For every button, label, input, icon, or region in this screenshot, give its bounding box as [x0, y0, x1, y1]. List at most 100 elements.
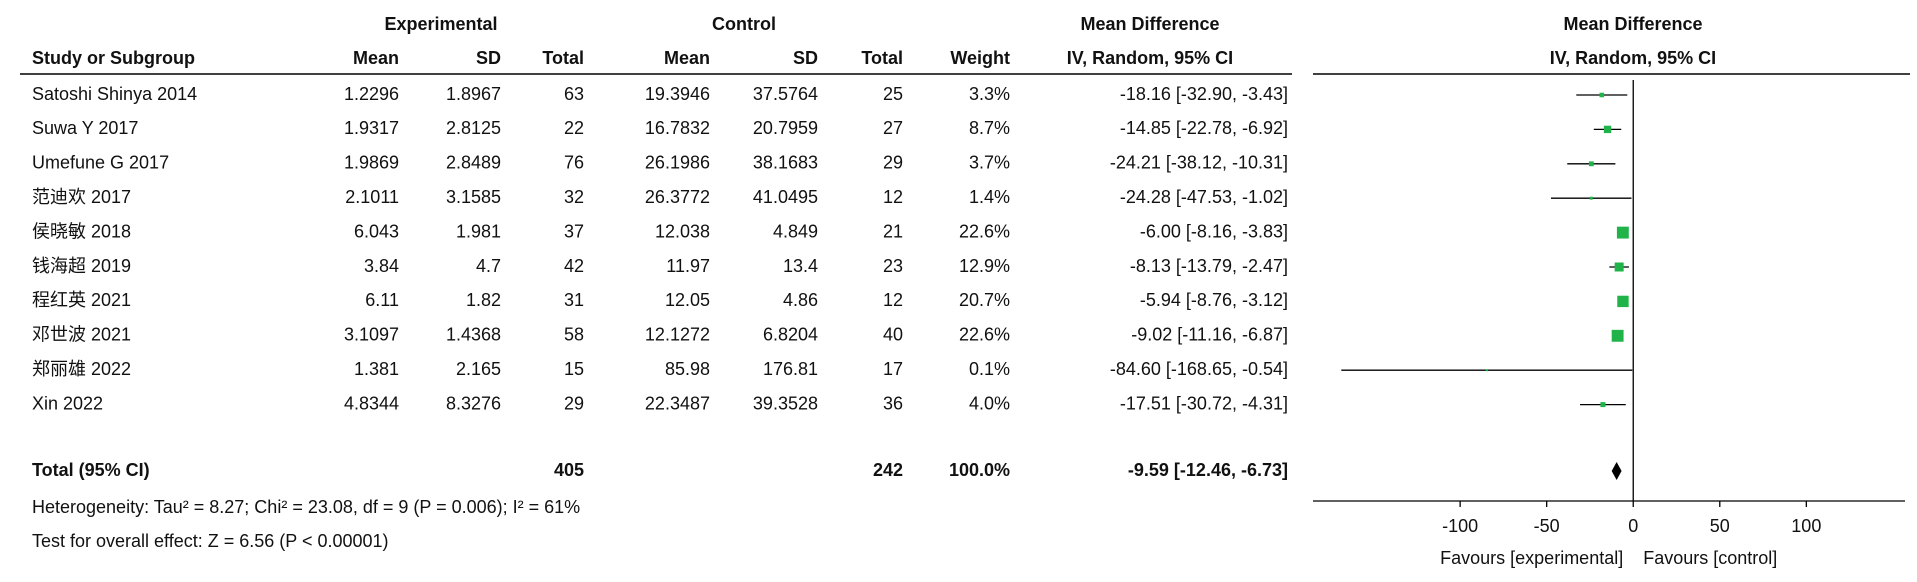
cell-exp-sd: 1.82: [466, 290, 501, 310]
cell-ctl-mean: 85.98: [665, 359, 710, 379]
group-header: Mean Difference: [1080, 14, 1219, 34]
cell-ctl-sd: 176.81: [763, 359, 818, 379]
cell-exp-mean: 3.1097: [344, 325, 399, 345]
cell-exp-sd: 4.7: [476, 256, 501, 276]
effect-square: [1614, 262, 1624, 272]
cell-ci-label: -6.00 [-8.16, -3.83]: [1140, 221, 1288, 241]
cell-ci-label: -5.94 [-8.76, -3.12]: [1140, 290, 1288, 310]
x-tick-label: 100: [1791, 516, 1821, 536]
cell-ctl-mean: 12.038: [655, 221, 710, 241]
cell-ctl-total: 12: [883, 290, 903, 310]
cell-ctl-mean: 19.3946: [645, 84, 710, 104]
cell-ci-label: -18.16 [-32.90, -3.43]: [1120, 84, 1288, 104]
cell-weight-label: 22.6%: [959, 221, 1010, 241]
cell-exp-mean: 1.9317: [344, 118, 399, 138]
cell-exp-total: 15: [564, 359, 584, 379]
cell-ctl-mean: 12.1272: [645, 325, 710, 345]
column-header: Mean: [664, 48, 710, 68]
cell-ctl-sd: 4.86: [783, 290, 818, 310]
column-header: Total: [861, 48, 903, 68]
cell-ctl-mean: 26.1986: [645, 153, 710, 173]
group-header: Experimental: [384, 14, 497, 34]
cell-weight-label: 22.6%: [959, 325, 1010, 345]
total-name: Total (95% CI): [32, 460, 150, 480]
cell-ctl-total: 29: [883, 153, 903, 173]
cell-ctl-total: 27: [883, 118, 903, 138]
column-header: SD: [476, 48, 501, 68]
cell-name: 范迪欢 2017: [32, 187, 131, 207]
column-header: IV, Random, 95% CI: [1550, 48, 1716, 68]
cell-exp-sd: 1.8967: [446, 84, 501, 104]
cell-weight-label: 8.7%: [969, 118, 1010, 138]
total-weight-label: 100.0%: [949, 460, 1010, 480]
column-header: Total: [542, 48, 584, 68]
effect-square: [1589, 196, 1593, 200]
cell-exp-mean: 6.11: [365, 290, 399, 310]
total-ci-label: -9.59 [-12.46, -6.73]: [1128, 460, 1288, 480]
cell-weight-label: 12.9%: [959, 256, 1010, 276]
cell-ctl-sd: 41.0495: [753, 187, 818, 207]
cell-exp-mean: 2.1011: [345, 187, 399, 207]
cell-ctl-total: 40: [883, 325, 903, 345]
cell-ctl-total: 23: [883, 256, 903, 276]
total-ctl-total: 242: [873, 460, 903, 480]
effect-square: [1599, 92, 1605, 98]
cell-ctl-mean: 26.3772: [645, 187, 710, 207]
effect-square: [1616, 226, 1629, 239]
cell-ci-label: -84.60 [-168.65, -0.54]: [1110, 359, 1288, 379]
cell-exp-total: 31: [564, 290, 584, 310]
column-header: IV, Random, 95% CI: [1067, 48, 1233, 68]
cell-ci-label: -24.28 [-47.53, -1.02]: [1120, 187, 1288, 207]
cell-ci-label: -9.02 [-11.16, -6.87]: [1131, 325, 1288, 345]
x-tick-label: 50: [1710, 516, 1730, 536]
cell-exp-total: 22: [564, 118, 584, 138]
cell-exp-total: 37: [564, 221, 584, 241]
cell-exp-sd: 8.3276: [446, 393, 501, 413]
cell-ci-label: -8.13 [-13.79, -2.47]: [1130, 256, 1288, 276]
cell-ctl-total: 36: [883, 393, 903, 413]
total-exp-total: 405: [554, 460, 584, 480]
column-header: SD: [793, 48, 818, 68]
cell-name: Umefune G 2017: [32, 153, 169, 173]
cell-ctl-sd: 20.7959: [753, 118, 818, 138]
cell-exp-mean: 1.9869: [344, 153, 399, 173]
cell-ctl-mean: 12.05: [665, 290, 710, 310]
heterogeneity: Heterogeneity: Tau² = 8.27; Chi² = 23.08…: [32, 497, 580, 517]
cell-ctl-sd: 39.3528: [753, 393, 818, 413]
effect-square: [1600, 402, 1606, 408]
total-diamond: [1611, 462, 1622, 480]
cell-weight-label: 3.7%: [969, 153, 1010, 173]
x-tick-label: -50: [1534, 516, 1560, 536]
cell-name: 程红英 2021: [32, 290, 131, 310]
cell-exp-mean: 1.2296: [344, 84, 399, 104]
cell-exp-mean: 6.043: [354, 221, 399, 241]
cell-name: Xin 2022: [32, 393, 103, 413]
cell-ci-label: -24.21 [-38.12, -10.31]: [1110, 153, 1288, 173]
cell-exp-total: 58: [564, 325, 584, 345]
column-header: Weight: [950, 48, 1010, 68]
cell-exp-mean: 3.84: [364, 256, 399, 276]
cell-exp-sd: 2.8489: [446, 153, 501, 173]
cell-ctl-mean: 11.97: [666, 256, 710, 276]
effect-square: [1588, 161, 1594, 167]
cell-name: 邓世波 2021: [32, 325, 131, 345]
favours-right: Favours [control]: [1643, 548, 1777, 568]
cell-exp-total: 63: [564, 84, 584, 104]
cell-weight-label: 1.4%: [969, 187, 1010, 207]
overall-effect: Test for overall effect: Z = 6.56 (P < 0…: [32, 531, 389, 551]
cell-ctl-mean: 22.3487: [645, 393, 710, 413]
group-header: Control: [712, 14, 776, 34]
cell-ctl-sd: 37.5764: [753, 84, 818, 104]
cell-ctl-total: 17: [883, 359, 903, 379]
cell-exp-total: 32: [564, 187, 584, 207]
cell-ci-label: -14.85 [-22.78, -6.92]: [1120, 118, 1288, 138]
cell-ci-label: -17.51 [-30.72, -4.31]: [1120, 393, 1288, 413]
cell-ctl-sd: 38.1683: [753, 153, 818, 173]
effect-square: [1485, 369, 1488, 372]
cell-ctl-total: 21: [883, 221, 903, 241]
effect-square: [1611, 329, 1624, 342]
cell-exp-sd: 3.1585: [446, 187, 501, 207]
cell-exp-mean: 1.381: [354, 359, 399, 379]
cell-ctl-mean: 16.7832: [645, 118, 710, 138]
